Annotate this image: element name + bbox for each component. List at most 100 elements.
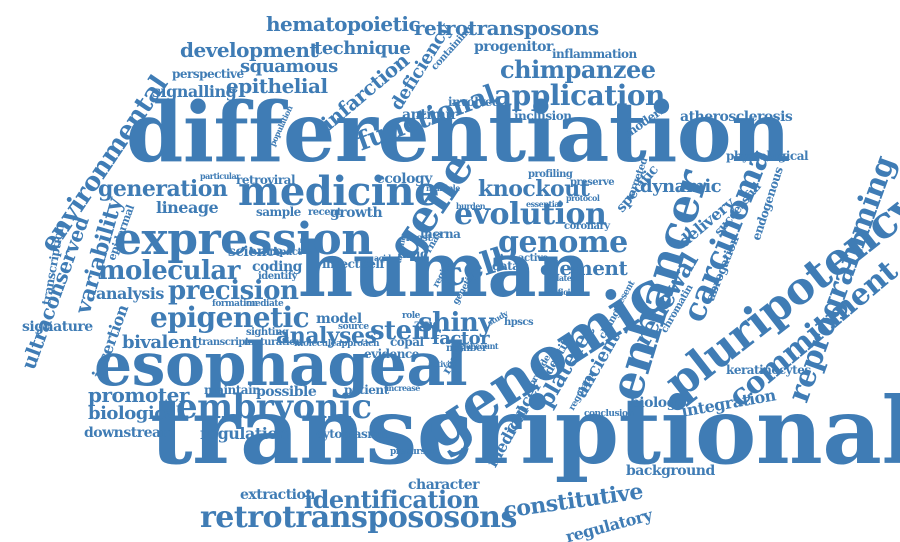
cloud-word-copal: copal <box>390 335 424 349</box>
cloud-word-downstream: downstream <box>84 425 175 441</box>
cloud-word-data: data <box>492 259 520 273</box>
cloud-word-impact: impact <box>266 247 302 258</box>
cloud-word-hematopoietic: hematopoietic <box>266 12 421 36</box>
cloud-word-inclusion: inclusion <box>514 109 572 123</box>
cloud-word-essential: essential <box>526 199 562 209</box>
cloud-word-source: source <box>338 322 369 332</box>
cloud-word-maturation: maturation <box>244 337 303 348</box>
cloud-word-technique: technique <box>314 38 411 59</box>
cloud-word-inflammation: inflammation <box>552 47 637 61</box>
cloud-word-dynamic: dynamic <box>640 176 722 197</box>
cloud-word-evidence: evidence <box>364 347 419 361</box>
cloud-word-transcript: transcript <box>198 337 250 348</box>
cloud-word-growth: growth <box>330 205 383 221</box>
cloud-word-activity: activity <box>428 359 457 369</box>
cloud-word-retrotransposons: retrotransposons <box>414 16 599 40</box>
cloud-word-knockout: knockout <box>478 176 590 202</box>
cloud-word-retrotranspososons: retrotranspososons <box>200 500 517 535</box>
cloud-word-approach: approach <box>336 339 380 349</box>
cloud-word-insect: insect <box>322 257 360 271</box>
cloud-word-possible: possible <box>256 384 317 400</box>
cloud-word-shiny: shiny <box>418 308 493 338</box>
cloud-word-sample: sample <box>256 205 301 219</box>
cloud-word-application: application <box>494 79 665 112</box>
cloud-word-self: self <box>362 257 385 271</box>
cloud-word-genome: genome <box>498 225 628 260</box>
cloud-word-multiple: multiple <box>426 183 460 193</box>
cloud-word-antimir: antimir <box>402 107 458 123</box>
cloud-word-development: development <box>180 38 319 62</box>
cloud-word-lineage: lineage <box>156 198 219 217</box>
cloud-word-extraction: extraction <box>240 487 316 503</box>
cloud-word-sighting: sighting <box>246 327 289 338</box>
cloud-word-regulation: regulation <box>200 424 289 443</box>
cloud-word-active: active <box>518 253 549 264</box>
cloud-word-keratinocytes: keratinocytes <box>726 363 811 377</box>
cloud-word-progenitor: progenitor <box>474 39 553 55</box>
cloud-word-coding: coding <box>252 259 302 275</box>
cloud-word-perspective: perspective <box>172 67 244 81</box>
cloud-word-role: role <box>402 311 420 321</box>
cloud-word-model: model <box>316 311 362 327</box>
cloud-word-burden: burden <box>456 201 486 211</box>
cloud-word-coronary: coronary <box>564 221 610 232</box>
cloud-word-human: human <box>298 225 591 314</box>
cloud-word-element: element <box>540 256 628 280</box>
cloud-word-lncrna: lncrna <box>420 227 461 241</box>
cloud-word-epigenetic: epigenetic <box>150 301 310 334</box>
cloud-word-epithelial: epithelial <box>226 74 328 98</box>
cloud-word-stem: stem <box>370 316 439 346</box>
cloud-word-profiling: profiling <box>528 169 573 180</box>
cloud-word-signature: signature <box>22 319 93 335</box>
cloud-word-generation: generation <box>98 176 228 202</box>
cloud-word-conclusion: conclusion <box>584 409 634 419</box>
cloud-word-bivalent: bivalent <box>122 332 200 353</box>
cloud-word-science: science <box>228 244 283 260</box>
cloud-word-signalling: signalling <box>152 82 237 101</box>
cloud-word-identify: identify <box>258 271 297 282</box>
cloud-word-molecule: molecule <box>294 339 336 349</box>
cloud-word-drug: drug <box>398 247 428 261</box>
cloud-word-expression: expression <box>114 214 373 265</box>
cloud-word-hpscs: hpscs <box>504 317 534 328</box>
cloud-word-related: related <box>548 273 577 283</box>
cloud-word-analysis: analysis <box>96 284 164 303</box>
cloud-word-character: character <box>408 477 480 493</box>
cloud-word-identification: identification <box>304 485 480 514</box>
cloud-word-ecology: ecology <box>376 171 432 187</box>
cloud-word-atherosclerosis: atherosclerosis <box>680 109 793 125</box>
cloud-word-involved: involved <box>448 95 500 109</box>
cloud-word-analyses: analyses <box>276 323 377 349</box>
cloud-word-deficient: deficient <box>548 287 584 297</box>
cloud-word-biology: biology <box>630 395 684 411</box>
cloud-word-protocol: protocol <box>566 193 600 203</box>
cloud-word-particular: particular <box>200 171 240 181</box>
cloud-word-zinc: zinc <box>414 317 440 331</box>
cloud-word-preserve: preserve <box>570 177 615 188</box>
cloud-word-mediate: mediate <box>246 299 284 309</box>
cloud-word-formation: formation <box>212 299 258 309</box>
cloud-word-molecular: molecular <box>98 256 240 286</box>
cloud-word-maintain: maintain <box>204 383 261 397</box>
cloud-word-medicine: medicine <box>238 168 440 215</box>
cloud-word-increase: increase <box>386 383 420 393</box>
cloud-word-retroviral: retroviral <box>236 173 296 187</box>
cloud-word-most: most <box>406 233 432 244</box>
cloud-word-factor: factor <box>432 328 490 349</box>
cloud-word-transcriptional: transcriptional <box>150 377 900 485</box>
cloud-word-acid: acid <box>374 253 391 263</box>
cloud-word-patient: patient <box>344 383 389 397</box>
cloud-word-biological: biological <box>88 403 183 424</box>
cloud-word-promoter: promoter <box>88 383 189 407</box>
cloud-word-physiological: physiological <box>726 149 809 163</box>
cloud-word-precursor: precursor <box>390 447 435 457</box>
cloud-word-embryonic: embryonic <box>176 387 372 427</box>
cloud-word-differentiation: differentiation <box>126 85 791 181</box>
cloud-word-account: account <box>466 341 499 351</box>
cloud-word-evolution: evolution <box>454 197 607 232</box>
cloud-word-precision: precision <box>168 276 299 306</box>
cloud-word-cytoplasmic: cytoplasmic <box>316 427 391 441</box>
cloud-word-squamous: squamous <box>240 56 338 77</box>
cloud-word-number: number <box>446 343 487 354</box>
